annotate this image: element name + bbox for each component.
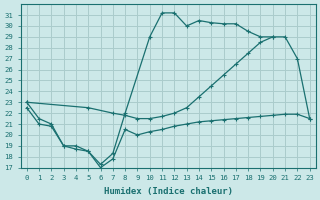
- X-axis label: Humidex (Indice chaleur): Humidex (Indice chaleur): [104, 187, 233, 196]
